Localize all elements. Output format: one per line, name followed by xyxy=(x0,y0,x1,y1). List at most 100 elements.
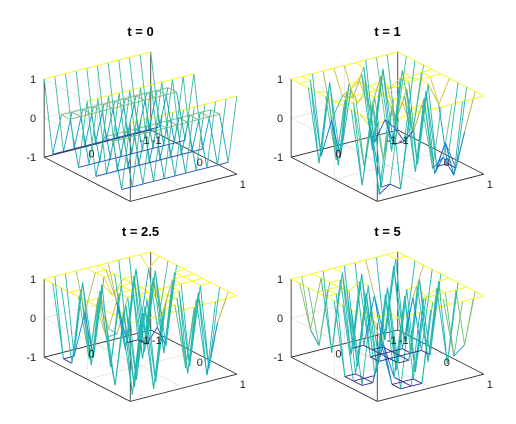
mesh-edge xyxy=(167,260,177,266)
chart-title: t = 1 xyxy=(374,24,400,39)
mesh-edge xyxy=(119,289,130,294)
mesh-edge xyxy=(429,76,440,105)
mesh-edge xyxy=(380,353,390,359)
mesh-edge xyxy=(412,297,425,380)
mesh-edge xyxy=(130,320,142,324)
mesh-edge xyxy=(353,102,365,167)
mesh-edge xyxy=(144,97,156,101)
mesh-edge xyxy=(73,145,85,150)
mesh-edge xyxy=(182,276,192,282)
mesh-edge xyxy=(170,154,182,158)
mesh-edge xyxy=(108,328,118,335)
mesh-edge xyxy=(333,100,344,106)
mesh-edge xyxy=(97,62,109,66)
mesh-edge xyxy=(455,289,466,345)
mesh-edge xyxy=(333,301,346,377)
mesh-edge xyxy=(442,156,455,176)
mesh-edge xyxy=(339,88,352,158)
mesh-edge xyxy=(430,73,441,78)
x-tick-label: 1 xyxy=(240,179,246,191)
mesh-edge xyxy=(90,284,103,366)
z-tick-label: -1 xyxy=(273,152,283,164)
chart-title: t = 0 xyxy=(127,24,153,39)
mesh-edge xyxy=(206,101,216,168)
mesh-edge xyxy=(130,120,142,124)
mesh-edge xyxy=(354,59,366,64)
mesh-edge xyxy=(107,259,119,264)
mesh-edge xyxy=(395,255,407,260)
mesh-edge xyxy=(382,68,395,145)
mesh-edge xyxy=(389,77,401,89)
mesh-edge xyxy=(161,78,173,83)
mesh-edge xyxy=(99,158,111,163)
mesh-edge xyxy=(393,296,406,378)
mesh-edge xyxy=(54,276,64,359)
mesh-edge xyxy=(423,64,433,70)
mesh-edge xyxy=(444,142,455,176)
mesh-edge xyxy=(312,70,324,74)
mesh-edge xyxy=(410,349,422,354)
y-tick-label: 0 xyxy=(88,149,94,161)
mesh-edge xyxy=(87,97,98,102)
mesh-edge xyxy=(395,56,407,130)
mesh-edge xyxy=(416,83,429,165)
mesh-edge xyxy=(397,51,407,57)
mesh-edge xyxy=(462,298,474,302)
z-tick-label: 1 xyxy=(277,74,283,86)
mesh-edge xyxy=(88,98,99,165)
mesh-edge xyxy=(341,272,352,356)
mesh-edge xyxy=(117,167,128,172)
mesh-edge xyxy=(73,312,86,357)
mesh-edge xyxy=(387,317,399,321)
mesh-edge xyxy=(406,55,416,62)
mesh-edge xyxy=(400,352,411,357)
mesh-edge xyxy=(299,283,309,289)
mesh-edge xyxy=(101,283,113,296)
surface-mesh xyxy=(290,251,485,390)
mesh-edge xyxy=(153,145,164,149)
mesh-edge xyxy=(178,290,191,367)
mesh-edge xyxy=(226,295,237,300)
mesh-edge xyxy=(363,377,373,384)
y-tick-label: -1 xyxy=(387,135,397,147)
mesh-edge xyxy=(86,264,98,269)
z-tick-label: 1 xyxy=(30,74,36,86)
grid xyxy=(290,251,484,402)
mesh-edge xyxy=(432,299,444,303)
mesh-edge xyxy=(375,257,386,340)
mesh-edge xyxy=(387,87,397,120)
mesh-edge xyxy=(61,287,71,293)
mesh-edge xyxy=(197,292,208,376)
mesh-edge xyxy=(403,60,416,142)
mesh-edge xyxy=(373,295,384,348)
mesh-edge xyxy=(106,170,118,174)
mesh-edge xyxy=(132,183,144,188)
mesh-edge xyxy=(204,101,216,105)
mesh-edge xyxy=(366,89,377,94)
mesh-edge xyxy=(195,299,208,376)
mesh-edge xyxy=(110,92,120,160)
mesh-edge xyxy=(165,265,178,347)
mesh-edge xyxy=(342,305,354,382)
mesh-edge xyxy=(449,277,459,284)
mesh-edge xyxy=(43,278,53,284)
mesh-edge xyxy=(421,71,431,78)
mesh-edge xyxy=(350,109,363,186)
subplot-t2-5: -1 0 1 -1 0 -1 0 1 t = 2.5 xyxy=(26,224,246,402)
mesh-edge xyxy=(455,286,467,291)
mesh-edge xyxy=(425,287,437,298)
mesh-edge xyxy=(208,113,220,118)
mesh-edge xyxy=(125,304,135,388)
mesh-edge xyxy=(184,73,195,141)
mesh-edge xyxy=(95,272,105,278)
mesh-edge xyxy=(419,279,431,355)
mesh-edge xyxy=(76,67,87,72)
mesh-edge xyxy=(63,148,75,152)
mesh-edge xyxy=(121,186,133,190)
mesh-edge xyxy=(339,279,352,356)
mesh-edge xyxy=(129,87,141,91)
mesh-edge xyxy=(162,111,174,116)
mesh-edge xyxy=(429,273,442,355)
mesh-edge xyxy=(361,74,373,150)
mesh-edge xyxy=(105,137,117,141)
